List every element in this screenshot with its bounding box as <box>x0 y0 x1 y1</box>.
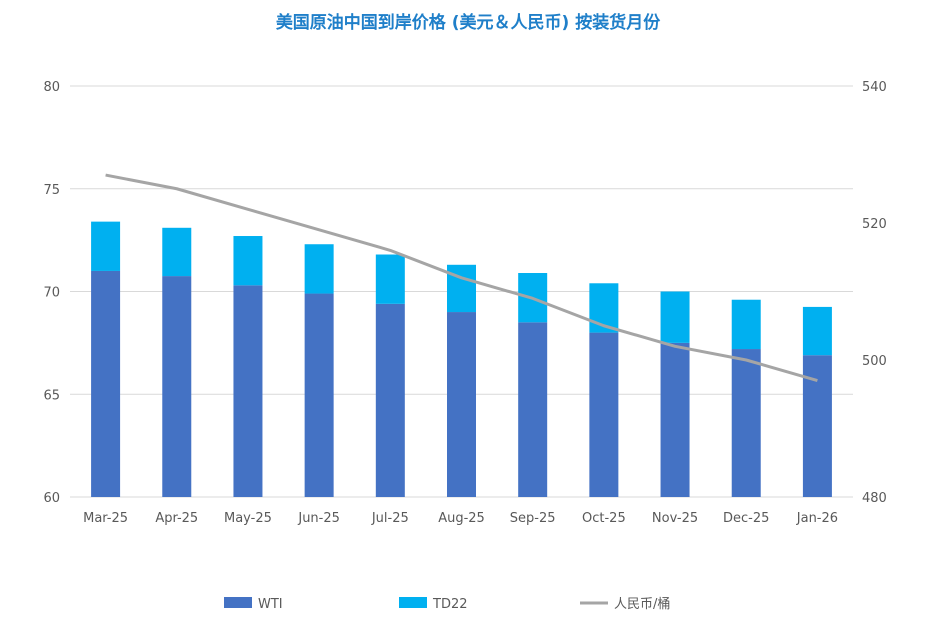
legend-swatch-1 <box>399 597 427 608</box>
y-tick-label: 60 <box>43 491 60 506</box>
x-tick-label: May-25 <box>224 511 272 526</box>
y2-tick-label: 540 <box>862 80 887 95</box>
x-tick-label: Aug-25 <box>438 511 485 526</box>
x-tick-label: Oct-25 <box>582 511 626 526</box>
legend-swatch-0 <box>224 597 252 608</box>
y-tick-label: 80 <box>43 80 60 95</box>
bar-td22 <box>233 236 263 286</box>
bar-wti <box>447 312 476 497</box>
legend-label: TD22 <box>432 597 468 612</box>
bar-td22 <box>731 299 761 350</box>
bar-td22 <box>802 306 832 356</box>
chart-title: 美国原油中国到岸价格 (美元＆人民币) 按装货月份 <box>276 12 661 33</box>
bar-wti <box>91 270 121 497</box>
line-series-rmb <box>105 173 818 382</box>
bar-wti <box>731 349 761 497</box>
bar-td22 <box>375 254 405 304</box>
x-tick-label: Sep-25 <box>510 511 556 526</box>
bar-wti <box>233 285 263 497</box>
y2-tick-label: 520 <box>862 217 887 232</box>
y-tick-label: 65 <box>43 388 60 403</box>
bar-td22 <box>660 291 690 343</box>
bar-wti <box>162 276 192 497</box>
y2-tick-label: 480 <box>862 491 887 506</box>
bar-td22 <box>304 244 334 294</box>
bar-wti <box>375 303 405 497</box>
x-tick-label: Apr-25 <box>155 511 198 526</box>
y2-tick-label: 500 <box>862 354 887 369</box>
x-tick-label: Nov-25 <box>652 511 698 526</box>
bar-td22 <box>91 221 121 271</box>
x-tick-label: Dec-25 <box>723 511 769 526</box>
y-tick-label: 70 <box>43 286 60 301</box>
x-tick-label: Jan-26 <box>796 511 838 526</box>
x-tick-label: Jul-25 <box>371 511 409 526</box>
bar-wti <box>304 293 334 497</box>
y-tick-label: 75 <box>43 183 60 198</box>
bar-wti <box>589 332 619 497</box>
legend-label: 人民币/桶 <box>614 597 670 612</box>
bar-td22 <box>162 227 192 277</box>
bar-td22 <box>447 264 476 313</box>
x-tick-label: Mar-25 <box>83 511 128 526</box>
bar-wti <box>660 342 690 497</box>
x-tick-label: Jun-25 <box>297 511 340 526</box>
bar-wti <box>518 322 548 497</box>
legend-label: WTI <box>258 597 283 612</box>
